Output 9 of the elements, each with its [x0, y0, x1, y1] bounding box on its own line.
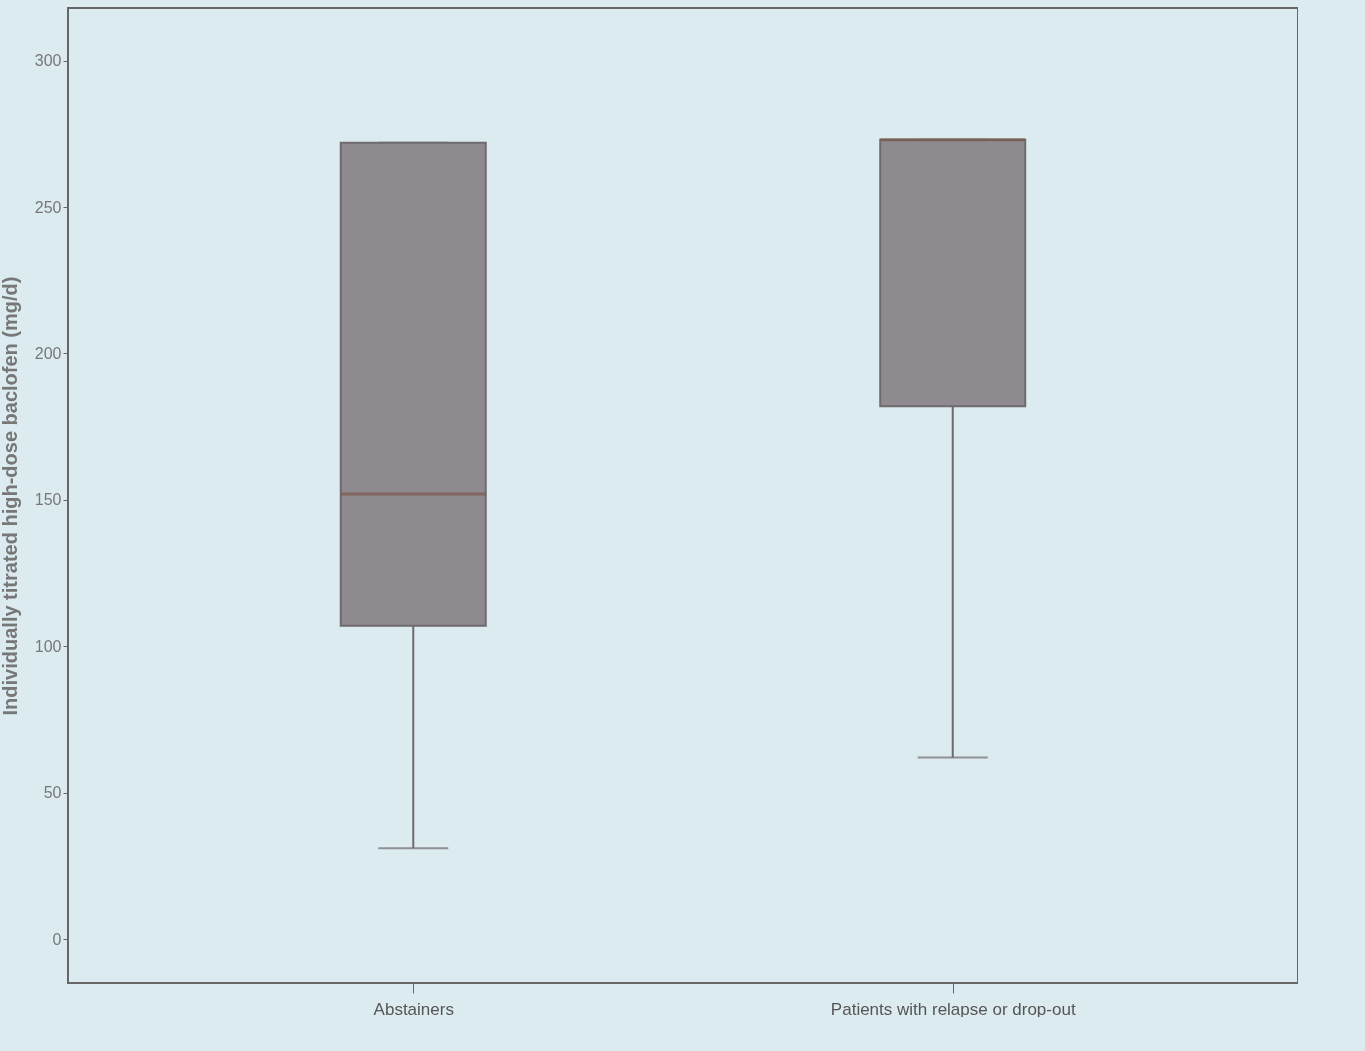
x-tick-label: Abstainers [373, 999, 454, 1019]
y-tick-label: 300 [34, 52, 62, 70]
y-tick-label: 200 [34, 345, 62, 362]
y-tick-label: 50 [43, 784, 62, 802]
y-tick-label: 100 [34, 637, 62, 655]
y-tick-label: 250 [34, 198, 62, 216]
y-axis-title: Individually titrated high-dose baclofen (mg/d) [0, 276, 21, 716]
y-tick-label: 0 [52, 930, 62, 948]
y-tick-label: 150 [34, 491, 62, 509]
